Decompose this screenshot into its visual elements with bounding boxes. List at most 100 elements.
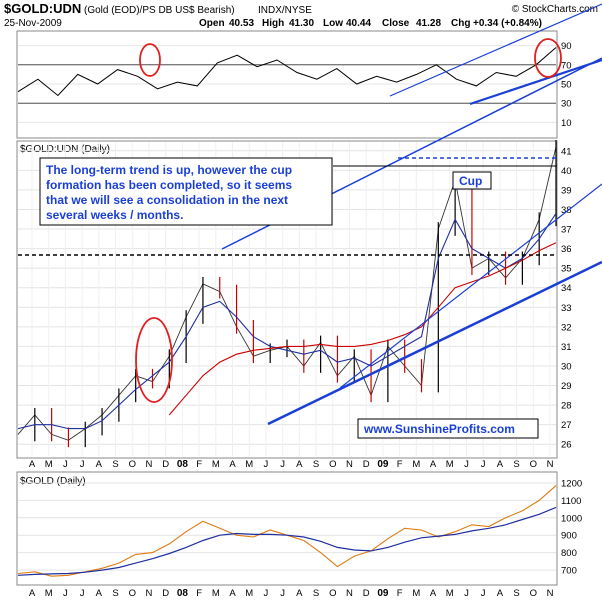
rsi-tick-label: 90 xyxy=(561,41,572,52)
chg-value: +0.34 (+0.84%) xyxy=(473,18,542,29)
price-tick-label: 28 xyxy=(561,401,572,412)
x-tick-label: F xyxy=(196,588,202,599)
price-tick-label: 37 xyxy=(561,225,572,236)
x-tick-label: O xyxy=(129,459,136,470)
annotation-line-2: formation has been completed, so it seem… xyxy=(46,178,292,192)
x-tick-label: A xyxy=(229,588,236,599)
gold-tick-label: 700 xyxy=(561,566,577,577)
price-tick-label: 39 xyxy=(561,185,572,196)
rsi-series xyxy=(17,47,557,97)
rsi-series-0 xyxy=(17,47,557,97)
cup-label: Cup xyxy=(459,174,482,188)
high-label: High xyxy=(262,18,284,29)
x-tick-label: A xyxy=(430,459,437,470)
website-box xyxy=(357,418,539,439)
x-tick-label: D xyxy=(363,459,370,470)
x-tick-label: 08 xyxy=(177,588,189,599)
x-tick-label: F xyxy=(397,588,403,599)
price-tick-label: 33 xyxy=(561,303,572,314)
x-tick-label: J xyxy=(464,459,469,470)
x-tick-label: N xyxy=(146,588,153,599)
gold-series xyxy=(17,485,557,577)
x-tick-label: O xyxy=(530,459,537,470)
x-axis-labels: AAMMJJJJAASSOONNDD0808FFMMAAMMJJJJAASSOO… xyxy=(29,459,554,599)
high-value: 41.30 xyxy=(289,18,314,29)
x-tick-label: S xyxy=(513,459,519,470)
chg-label: Chg xyxy=(451,18,470,29)
rsi-circle-left xyxy=(139,43,161,77)
price-tick-label: 32 xyxy=(561,322,572,333)
x-tick-label: N xyxy=(346,459,353,470)
x-tick-label: J xyxy=(264,459,269,470)
x-tick-label: 08 xyxy=(177,459,189,470)
x-tick-label: M xyxy=(212,588,220,599)
rsi-panel-frame xyxy=(16,30,558,139)
x-tick-label: N xyxy=(346,588,353,599)
long-term-support-line xyxy=(267,260,602,426)
rsi-tick-label: 50 xyxy=(561,80,572,91)
price-tick-label: 36 xyxy=(561,244,572,255)
x-tick-label: 09 xyxy=(377,588,389,599)
x-tick-label: A xyxy=(96,588,103,599)
x-tick-label: A xyxy=(497,459,504,470)
x-tick-label: M xyxy=(412,588,420,599)
x-tick-label: N xyxy=(547,459,554,470)
x-tick-label: M xyxy=(45,459,53,470)
x-tick-label: J xyxy=(280,588,285,599)
x-tick-label: O xyxy=(329,459,336,470)
inner-support-line xyxy=(339,183,602,389)
annotation-line-4: several weeks / months. xyxy=(46,208,183,222)
x-tick-label: A xyxy=(29,588,36,599)
x-tick-label: F xyxy=(196,459,202,470)
x-tick-label: M xyxy=(446,588,454,599)
x-tick-label: J xyxy=(481,459,486,470)
price-tick-label: 31 xyxy=(561,342,572,353)
gold-panel-title: $GOLD (Daily) xyxy=(20,476,86,487)
x-tick-label: M xyxy=(212,459,220,470)
price-series-2 xyxy=(168,242,557,416)
gold-tick-label: 900 xyxy=(561,531,577,542)
x-tick-label: J xyxy=(63,459,68,470)
rsi-tick-label: 70 xyxy=(561,60,572,71)
x-tick-label: D xyxy=(162,459,169,470)
x-tick-label: M xyxy=(45,588,53,599)
gold-tick-label: 1100 xyxy=(561,496,581,507)
x-tick-label: J xyxy=(80,459,85,470)
open-label: Open xyxy=(199,18,225,29)
price-tick-label: 29 xyxy=(561,381,572,392)
x-tick-label: J xyxy=(264,588,269,599)
x-tick-label: A xyxy=(430,588,437,599)
x-tick-label: O xyxy=(530,588,537,599)
x-tick-label: N xyxy=(547,588,554,599)
price-tick-label: 30 xyxy=(561,361,572,372)
website-label: www.SunshineProfits.com xyxy=(363,422,515,436)
gold-tick-label: 1200 xyxy=(561,478,582,489)
exchange-label: INDX/NYSE xyxy=(258,5,312,16)
x-tick-label: J xyxy=(481,588,486,599)
rsi-tick-label: 30 xyxy=(561,99,572,110)
rsi-tick-label: 10 xyxy=(561,118,572,129)
symbol-description: (Gold (EOD)/PS DB US$ Bearish) xyxy=(84,5,235,16)
date-label: 25-Nov-2009 xyxy=(4,18,62,29)
x-tick-label: M xyxy=(446,459,454,470)
x-tick-label: A xyxy=(229,459,236,470)
rsi-upper-trendline xyxy=(389,3,602,97)
close-label: Close xyxy=(382,18,410,29)
x-tick-label: F xyxy=(397,459,403,470)
price-tick-label: 38 xyxy=(561,205,572,216)
x-tick-label: O xyxy=(329,588,336,599)
x-tick-label: J xyxy=(464,588,469,599)
x-tick-label: O xyxy=(129,588,136,599)
close-value: 41.28 xyxy=(416,18,441,29)
price-panel-frame xyxy=(16,140,558,459)
x-tick-label: J xyxy=(80,588,85,599)
price-tick-label: 41 xyxy=(561,146,572,157)
annotation-box xyxy=(39,157,333,226)
rsi-grid: 90 70 50 30 10 xyxy=(18,41,572,129)
rsi-lower-trendline xyxy=(469,58,602,106)
x-tick-label: A xyxy=(29,459,36,470)
gold-tick-label: 1000 xyxy=(561,513,582,524)
price-tick-label: 26 xyxy=(561,440,572,451)
